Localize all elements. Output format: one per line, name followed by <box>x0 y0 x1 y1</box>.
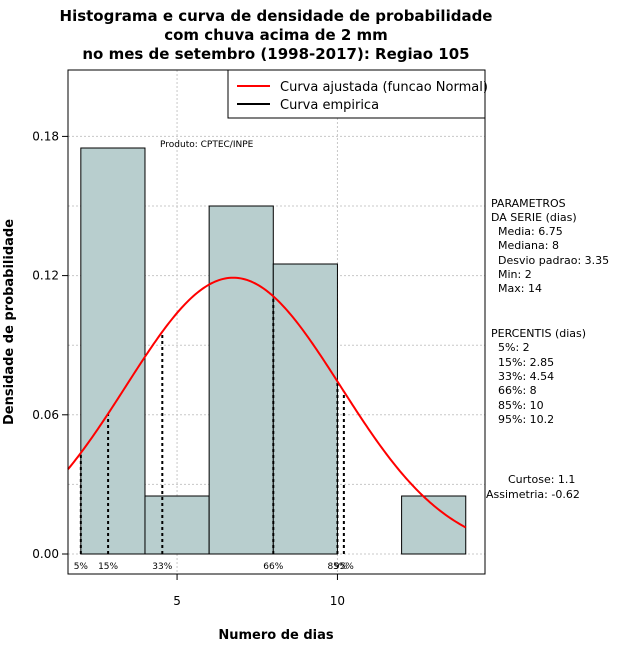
parametros-max: Max: 14 <box>498 282 542 295</box>
percentile-label: 66% <box>263 562 283 572</box>
curtose-text: Curtose: 1.1 <box>508 473 575 486</box>
percentis-heading: PERCENTIS (dias) <box>491 327 586 340</box>
parametros-media: Media: 6.75 <box>498 225 563 238</box>
y-tick-label: 0.12 <box>32 269 59 283</box>
assimetria-text: Assimetria: -0.62 <box>486 488 580 501</box>
x-tick-label: 5 <box>173 594 181 608</box>
legend-box <box>227 69 486 119</box>
x-axis-label: Numero de dias <box>218 628 334 643</box>
axes: 5 10 0.00 0.06 0.12 0.18 <box>32 129 345 608</box>
y-tick-label: 0.06 <box>32 408 59 422</box>
y-tick-label: 0.18 <box>32 129 59 143</box>
percentile-label: 15% <box>98 562 118 572</box>
parametros-heading: PARAMETROS <box>491 197 566 210</box>
percentile-label: 85% <box>327 562 347 572</box>
shape-panel: Curtose: 1.1 Assimetria: -0.62 <box>486 473 580 501</box>
x-tick-label: 10 <box>330 594 345 608</box>
percentile-lines: 5% 15% 33% 66% 85%95% <box>74 296 354 572</box>
histogram-bar <box>208 205 274 555</box>
percentis-p95: 95%: 10.2 <box>498 413 554 426</box>
legend-label-empirical: Curva empirica <box>280 98 379 113</box>
legend: Curva ajustada (funcao Normal) Curva emp… <box>227 69 488 119</box>
percentis-p66: 66%: 8 <box>498 384 537 397</box>
parametros-subheading: DA SERIE (dias) <box>491 211 577 224</box>
curves <box>67 276 467 529</box>
histogram-bar <box>272 263 338 555</box>
percentile-label: 95% <box>334 562 354 572</box>
parametros-mediana: Mediana: 8 <box>498 239 559 252</box>
chart-title-line-1: Histograma e curva de densidade de proba… <box>60 7 493 25</box>
percentile-label: 33% <box>152 562 172 572</box>
parameters-panel: PARAMETROS DA SERIE (dias) Media: 6.75 M… <box>491 197 609 295</box>
produto-annotation: Produto: CPTEC/INPE <box>160 140 254 150</box>
percentis-p33: 33%: 4.54 <box>498 370 554 383</box>
legend-label-fitted: Curva ajustada (funcao Normal) <box>280 80 488 95</box>
percentis-panel: PERCENTIS (dias) 5%: 2 15%: 2.85 33%: 4.… <box>491 327 586 426</box>
percentis-p85: 85%: 10 <box>498 399 544 412</box>
chart-title-line-2: com chuva acima de 2 mm <box>164 26 388 44</box>
parametros-min: Min: 2 <box>498 268 532 281</box>
percentis-p5: 5%: 2 <box>498 341 530 354</box>
percentis-p15: 15%: 2.85 <box>498 356 554 369</box>
histogram-bar <box>80 147 146 555</box>
y-tick-label: 0.00 <box>32 547 59 561</box>
chart-title-line-3: no mes de setembro (1998-2017): Regiao 1… <box>82 45 469 63</box>
histogram-bar <box>144 495 210 555</box>
fitted-normal-curve <box>67 276 467 529</box>
percentile-label: 5% <box>74 562 89 572</box>
y-axis-label: Densidade de probabilidade <box>2 219 17 425</box>
parametros-desvio: Desvio padrao: 3.35 <box>498 254 609 267</box>
